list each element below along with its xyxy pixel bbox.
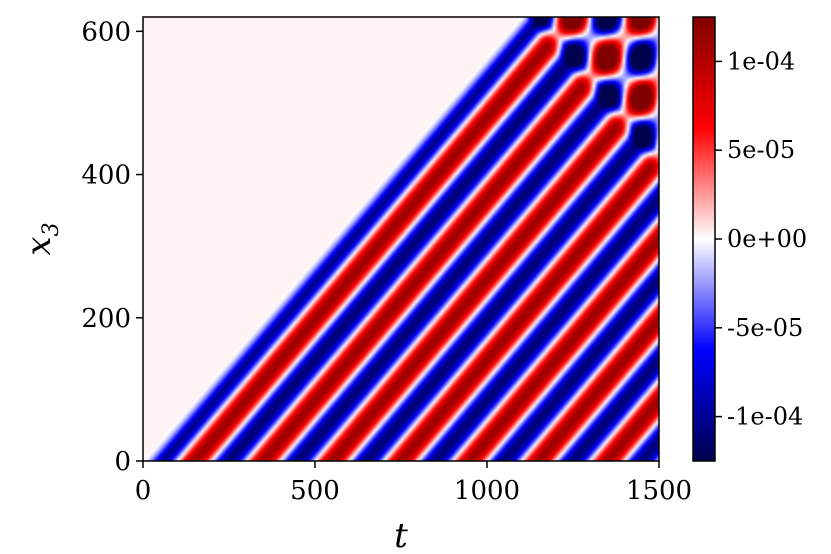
colorbar-tick-label: 5e-05 (727, 136, 795, 164)
y-axis-label: x3 (19, 222, 64, 255)
heatmap-image (143, 17, 659, 461)
colorbar-ticks: 1e-04 5e-05 0e+00 -5e-05 -1e-04 (715, 47, 807, 431)
x-tick-label: 1000 (454, 476, 520, 506)
y-axis-label-main: x (19, 236, 59, 255)
x-axis-label: t (394, 516, 408, 554)
x-tick-label: 1500 (626, 476, 692, 506)
y-tick-label: 400 (81, 161, 131, 191)
colorbar-tick-label: -5e-05 (727, 314, 803, 342)
plot-frame (142, 16, 660, 462)
y-axis-label-sub: 3 (39, 222, 64, 236)
colorbar-tick-label: 0e+00 (727, 225, 807, 253)
colorbar-tick-label: -1e-04 (727, 403, 803, 431)
x-tick-label: 500 (290, 476, 340, 506)
colorbar-tick-label: 1e-04 (727, 47, 795, 75)
y-tick-label: 0 (114, 447, 131, 477)
x-axis-ticks: 0 500 1000 1500 (135, 461, 692, 506)
svg-text:x3: x3 (19, 222, 64, 255)
colorbar (692, 16, 716, 462)
y-tick-label: 200 (81, 304, 131, 334)
x-tick-label: 0 (135, 476, 152, 506)
y-axis-ticks: 0 200 400 600 (81, 17, 143, 477)
y-tick-label: 600 (81, 17, 131, 47)
